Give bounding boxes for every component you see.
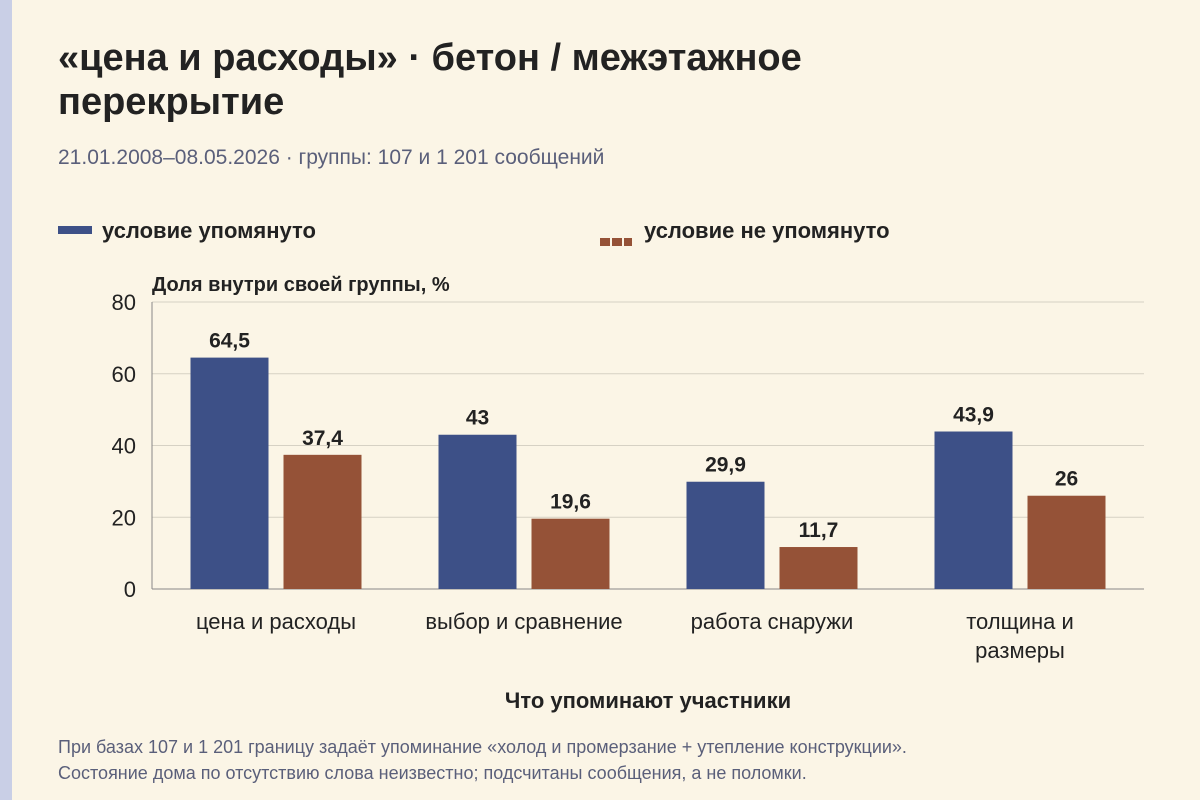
data-label: 11,7	[799, 519, 839, 542]
x-tick-label: работа снаружи	[691, 609, 854, 634]
bar	[283, 454, 362, 589]
data-label: 43,9	[953, 404, 994, 427]
footnote-line-2: Состояние дома по отсутствию слова неизв…	[58, 763, 807, 783]
y-axis-label: Доля внутри своей группы, %	[152, 274, 450, 296]
y-tick-label: 20	[112, 505, 136, 530]
y-tick-label: 60	[112, 362, 136, 387]
bar	[934, 431, 1013, 589]
x-tick-label: размеры	[975, 638, 1065, 663]
bar	[686, 481, 765, 589]
left-accent-bar	[0, 0, 12, 800]
x-tick-label: цена и расходы	[196, 609, 356, 634]
legend-label-mentioned: условие упомянуто	[102, 218, 316, 243]
data-label: 26	[1055, 468, 1078, 491]
data-label: 19,6	[550, 491, 591, 514]
legend-item-mentioned: условие упомянуто	[58, 218, 316, 244]
legend-swatch-mentioned	[58, 226, 92, 235]
bar	[1027, 495, 1106, 589]
footnote: При базах 107 и 1 201 границу задаёт упо…	[58, 734, 1158, 786]
data-label: 37,4	[302, 427, 343, 450]
x-tick-label: толщина и	[966, 609, 1074, 634]
legend-swatch-not-mentioned	[600, 226, 634, 247]
data-label: 43	[466, 407, 489, 430]
data-label: 64,5	[209, 330, 250, 353]
y-tick-label: 40	[112, 434, 136, 459]
legend-item-not-mentioned: условие не упомянуто	[600, 218, 890, 247]
y-tick-label: 80	[112, 290, 136, 315]
chart-title: «цена и расходы» · бетон / межэтажное пе…	[58, 37, 802, 123]
bar	[438, 434, 517, 589]
bar	[531, 518, 610, 589]
x-tick-label: выбор и сравнение	[425, 609, 622, 634]
data-label: 29,9	[705, 454, 746, 477]
y-tick-label: 0	[124, 577, 136, 602]
x-axis-label: Что упоминают участники	[505, 688, 791, 713]
footnote-line-1: При базах 107 и 1 201 границу задаёт упо…	[58, 737, 907, 757]
bar	[190, 357, 269, 589]
chart-subtitle: 21.01.2008–08.05.2026 · группы: 107 и 1 …	[58, 146, 605, 169]
bar	[779, 547, 858, 589]
legend-label-not-mentioned: условие не упомянуто	[644, 218, 890, 243]
